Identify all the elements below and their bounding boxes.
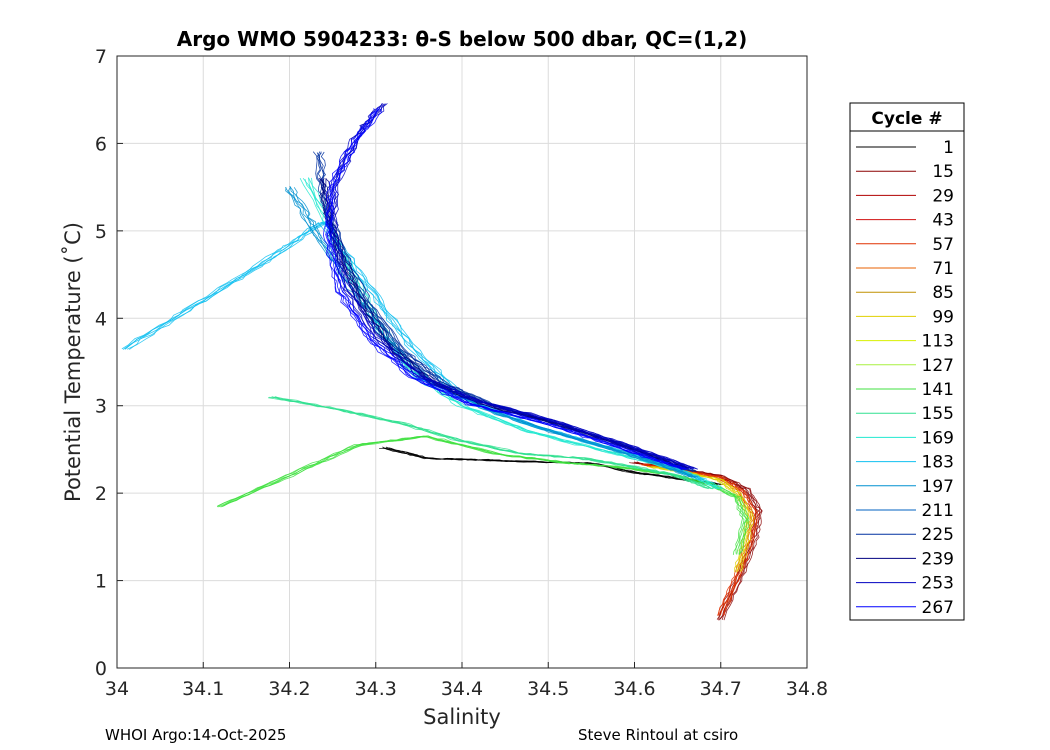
legend-label: 155: [922, 404, 954, 424]
series-267: [322, 107, 690, 471]
series-line: [221, 436, 749, 555]
legend: Cycle # 1 15 29 43 57 71 85 99 113 127 141 155 169 18…: [849, 102, 965, 621]
legend-label: 183: [922, 453, 954, 473]
footer-right: Steve Rintoul at csiro: [578, 726, 738, 744]
legend-label: 43: [932, 211, 954, 231]
chart-title: Argo WMO 5904233: θ-S below 500 dbar, QC…: [177, 27, 747, 51]
legend-label: 239: [922, 549, 954, 569]
legend-entries: 1 15 29 43 57 71 85 99 113 127 141 155 169 183 197 211 2…: [856, 138, 954, 618]
series-line: [127, 221, 708, 480]
legend-label: 71: [932, 259, 954, 279]
legend-label: 211: [922, 501, 954, 521]
y-tick-label: 3: [95, 396, 107, 418]
legend-label: 267: [922, 598, 954, 618]
y-tick-label: 5: [95, 221, 107, 243]
legend-label: 1: [943, 138, 954, 158]
y-tick-label: 0: [95, 658, 107, 680]
legend-label: 29: [932, 186, 954, 206]
legend-label: 113: [922, 332, 954, 352]
x-tick-label: 34.8: [786, 678, 828, 700]
y-tick-label: 1: [95, 571, 107, 593]
x-tick-label: 34.4: [441, 678, 483, 700]
axis-ticks: 34 34.1 34.2 34.3 34.4 34.5 34.6 34.7 34.8012345…: [95, 46, 828, 700]
y-tick-label: 4: [95, 308, 107, 330]
legend-label: 85: [932, 283, 954, 303]
legend-label: 197: [922, 477, 954, 497]
x-tick-label: 34.2: [268, 678, 310, 700]
legend-label: 127: [922, 356, 954, 376]
series-155: [267, 396, 716, 490]
legend-label: 253: [922, 574, 954, 594]
legend-label: 15: [932, 162, 954, 182]
y-tick-label: 7: [95, 46, 107, 68]
x-axis-label: Salinity: [423, 705, 501, 729]
x-tick-label: 34.6: [613, 678, 655, 700]
series-line: [129, 222, 705, 481]
legend-title: Cycle #: [871, 109, 942, 129]
legend-label: 225: [922, 525, 954, 545]
y-axis-label: Potential Temperature (˚C): [61, 222, 85, 502]
y-tick-label: 2: [95, 483, 107, 505]
legend-label: 57: [932, 235, 954, 255]
x-tick-label: 34.5: [527, 678, 569, 700]
series-line: [329, 108, 690, 470]
series-141: [216, 435, 750, 555]
legend-label: 99: [932, 307, 954, 327]
series-layer: [121, 103, 763, 621]
series-line: [333, 103, 699, 470]
series-line: [274, 396, 714, 490]
legend-label: 169: [922, 428, 954, 448]
series-line: [328, 107, 688, 470]
x-tick-label: 34.7: [700, 678, 742, 700]
x-tick-label: 34.3: [355, 678, 397, 700]
x-tick-label: 34.1: [182, 678, 224, 700]
y-tick-label: 6: [95, 133, 107, 155]
footer-left: WHOI Argo:14-Oct-2025: [105, 726, 286, 744]
x-tick-label: 34: [105, 678, 129, 700]
series-line: [223, 436, 750, 554]
series-line: [275, 396, 716, 489]
legend-label: 141: [922, 380, 954, 400]
